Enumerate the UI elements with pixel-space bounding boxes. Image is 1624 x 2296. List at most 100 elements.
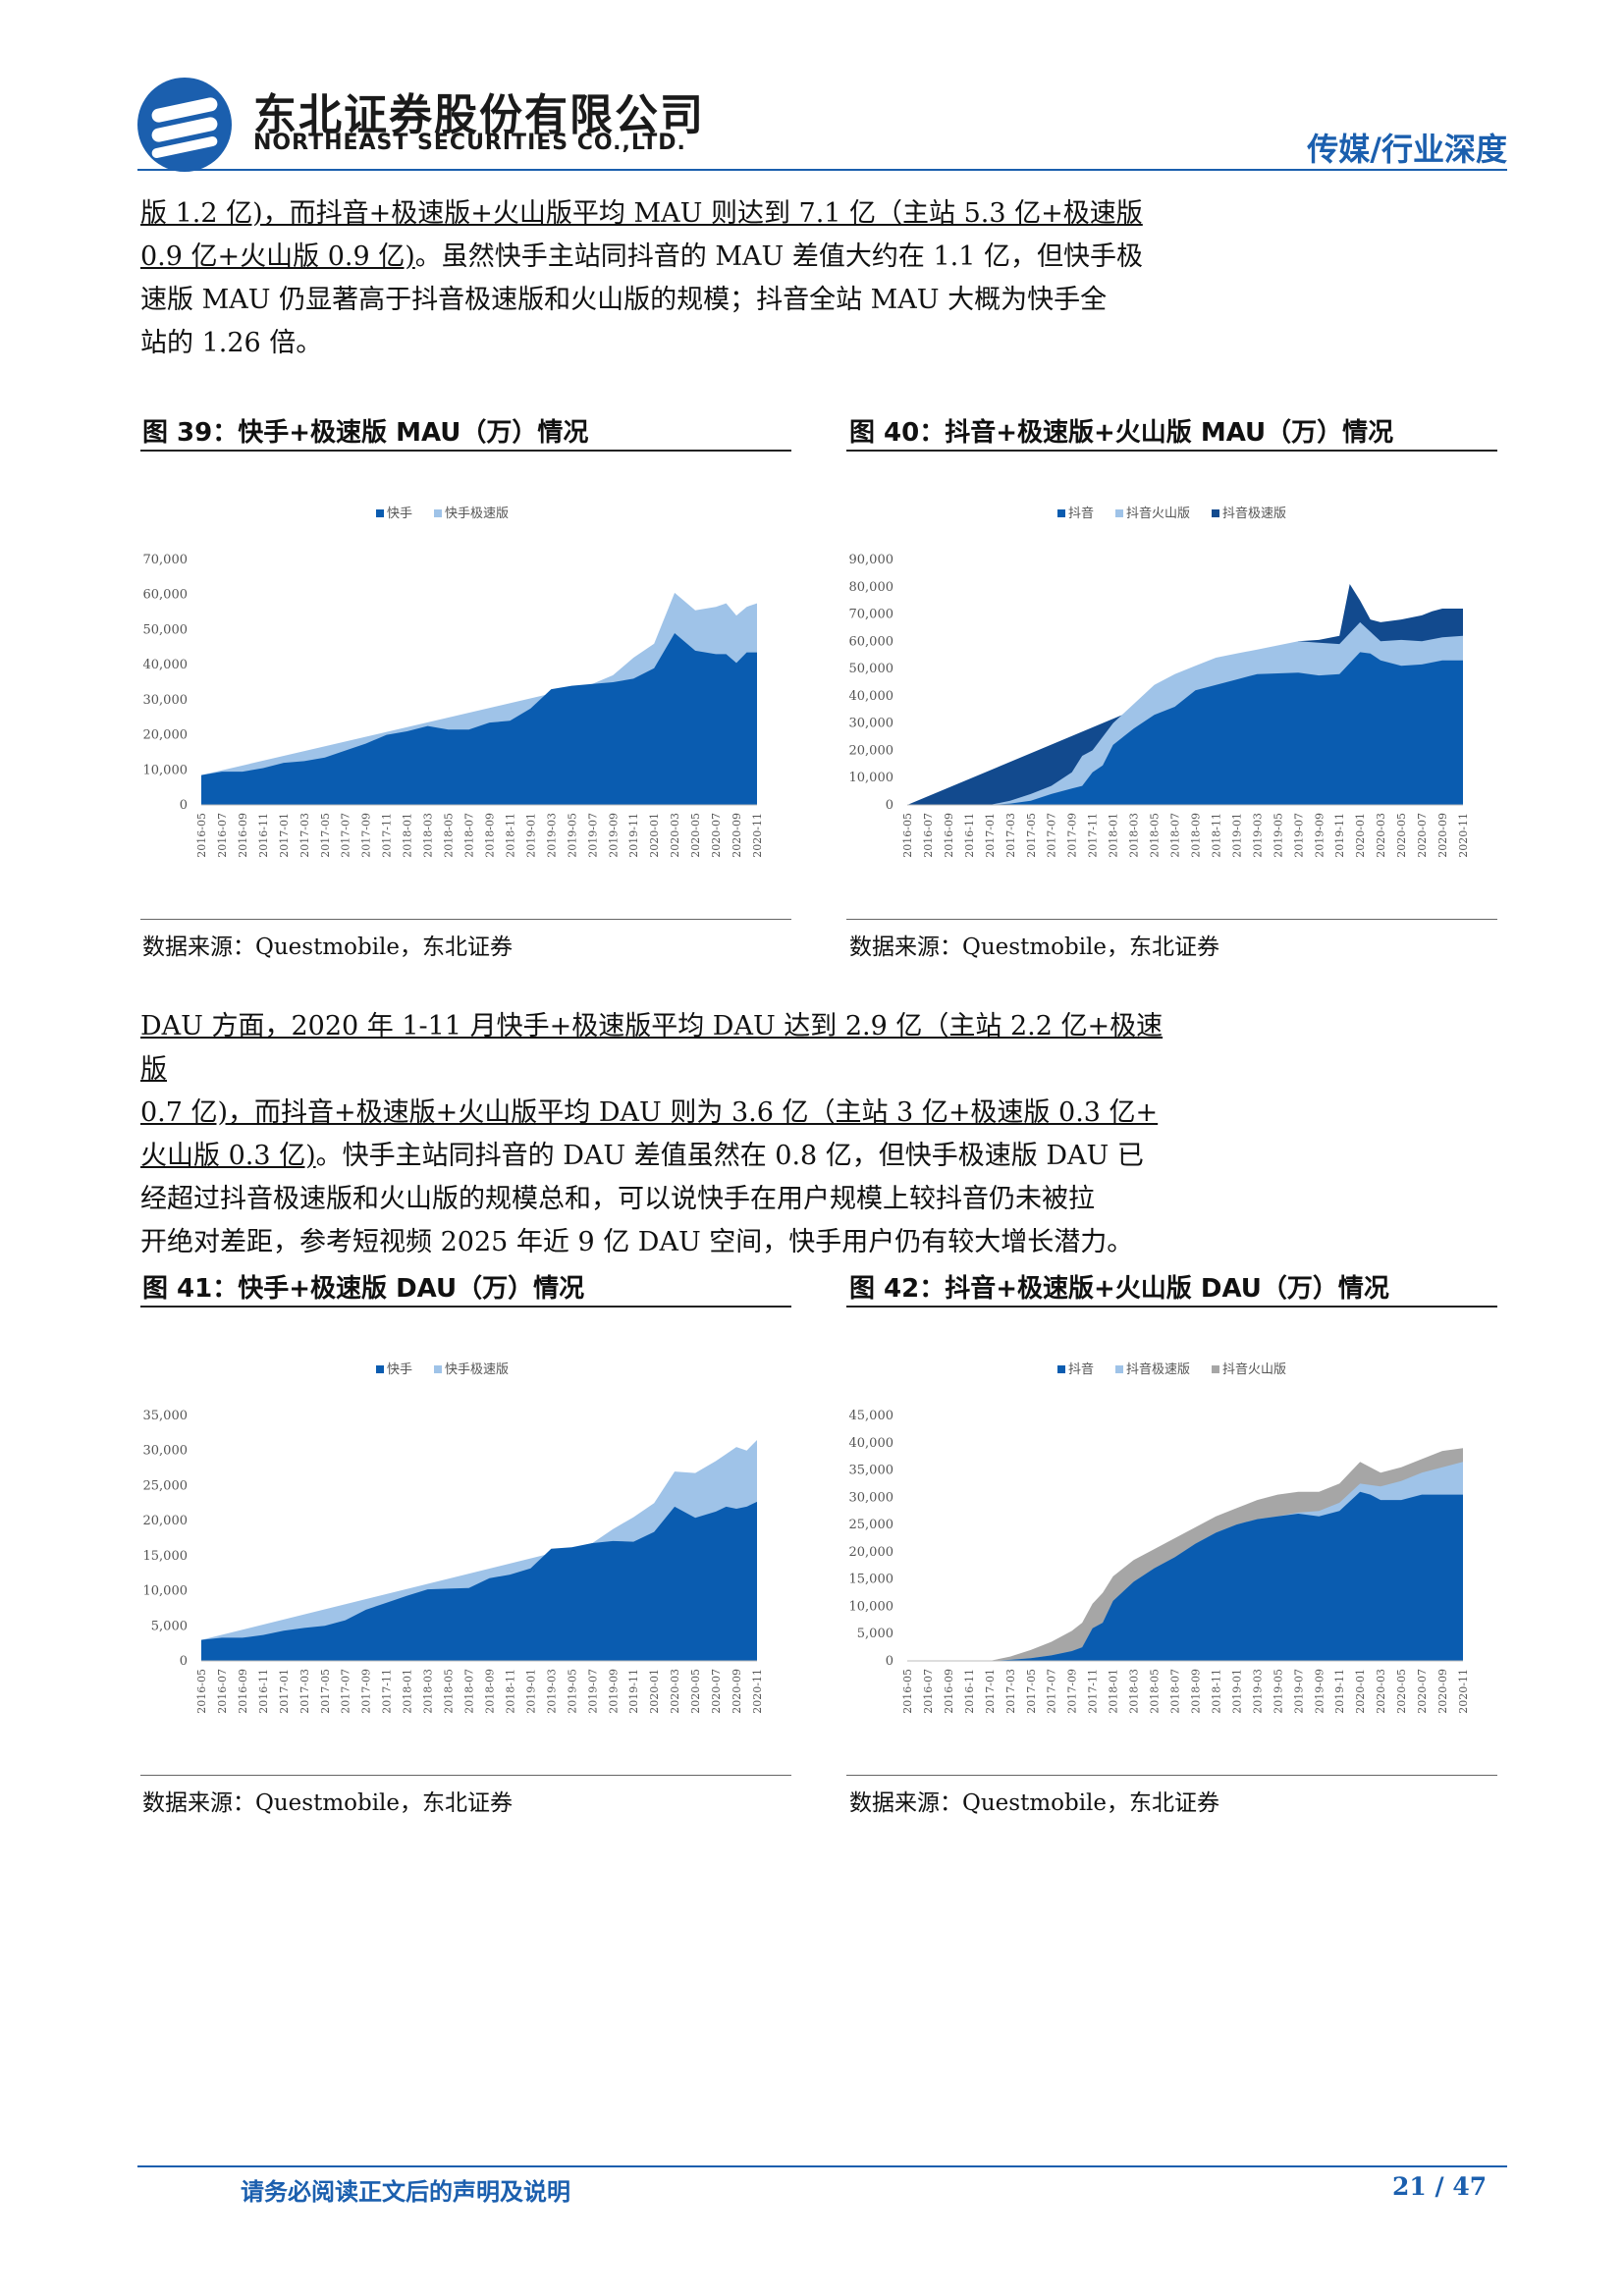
fig40-legend-label-0: 抖音	[1068, 506, 1094, 521]
fig42-y-tick-9: 45,000	[849, 1409, 894, 1423]
fig42-y-tick-7: 35,000	[849, 1464, 894, 1478]
fig42-x-tick-21: 2019-11	[1333, 1669, 1346, 1714]
fig40-y-tick-4: 40,000	[849, 689, 894, 704]
fig42-x-tick-12: 2018-05	[1149, 1669, 1162, 1714]
company-logo-icon	[137, 78, 232, 172]
fig41-x-tick-6: 2017-05	[319, 1669, 332, 1714]
fig41-x-tick-20: 2019-09	[607, 1669, 620, 1714]
fig42-y-tick-6: 30,000	[849, 1490, 894, 1505]
fig41-x-tick-21: 2019-11	[627, 1669, 640, 1714]
fig42-svg: 抖音 抖音极速版 抖音火山版 0 5,000 10,000 15,000 20,000 25,0…	[849, 1362, 1471, 1714]
fig41-x-tick-1: 2016-07	[216, 1669, 229, 1714]
fig39-x-tick-27: 2020-11	[751, 813, 764, 858]
fig41-title: 图 41：快手+极速版 DAU（万）情况	[142, 1274, 585, 1304]
fig40-x-tick-4: 2017-01	[984, 813, 997, 858]
fig42-x-tick-7: 2017-07	[1046, 1669, 1058, 1714]
fig39-x-tick-26: 2020-09	[731, 813, 743, 858]
fig39-x-tick-25: 2020-07	[710, 813, 723, 858]
fig41-x-tick-16: 2019-01	[524, 1669, 537, 1714]
fig42-x-tick-25: 2020-07	[1416, 1669, 1429, 1714]
fig40-y-tick-8: 80,000	[849, 580, 894, 595]
fig40-x-tick-11: 2018-03	[1128, 813, 1141, 858]
fig40-bottom-rule	[846, 919, 1497, 920]
fig41-legend-swatch-1	[434, 1365, 442, 1373]
fig39-y-tick-0: 0	[180, 798, 188, 813]
fig39-x-tick-3: 2016-11	[257, 813, 270, 858]
fig40-x-tick-17: 2019-03	[1251, 813, 1264, 858]
fig40-y-tick-7: 70,000	[849, 608, 894, 622]
fig42-title-rule	[846, 1306, 1497, 1308]
fig39-y-tick-6: 60,000	[143, 588, 189, 603]
fig41-x-tick-5: 2017-03	[298, 1669, 311, 1714]
fig40-legend-swatch-2	[1212, 509, 1219, 517]
fig42-area-0	[907, 1491, 1463, 1661]
fig39-x-tick-10: 2018-01	[402, 813, 414, 858]
fig41-y-tick-6: 30,000	[143, 1444, 189, 1459]
fig39-y-tick-2: 20,000	[143, 728, 189, 743]
para1-line1: 版 1.2 亿)，而抖音+极速版+火山版平均 MAU 则达到 7.1 亿（主站 …	[140, 198, 1143, 229]
fig39-x-tick-13: 2018-07	[463, 813, 476, 858]
para2-line3: 火山版 0.3 亿)	[140, 1141, 316, 1171]
fig41-y-tick-0: 0	[180, 1654, 188, 1669]
fig39-x-tick-14: 2018-09	[483, 813, 496, 858]
fig41-x-tick-27: 2020-11	[751, 1669, 764, 1714]
fig40-x-tick-26: 2020-09	[1436, 813, 1449, 858]
fig39-x-tick-4: 2017-01	[278, 813, 291, 858]
para1-line4: 站的 1.26 倍。	[140, 328, 323, 358]
para2-line3-rest: 。快手主站同抖音的 DAU 差值虽然在 0.8 亿，但快手极速版 DAU 已	[315, 1141, 1144, 1171]
fig39-x-tick-24: 2020-05	[689, 813, 702, 858]
fig40-x-tick-5: 2017-03	[1004, 813, 1017, 858]
fig39-y-tick-5: 50,000	[143, 622, 189, 637]
para2-line5: 开绝对差距，参考短视频 2025 年近 9 亿 DAU 空间，快手用户仍有较大增…	[140, 1227, 1134, 1257]
fig42-x-tick-23: 2020-03	[1375, 1669, 1387, 1714]
fig39-x-tick-18: 2019-05	[566, 813, 578, 858]
fig40-x-tick-27: 2020-11	[1457, 813, 1470, 858]
fig39-x-tick-5: 2017-03	[298, 813, 311, 858]
fig39-y-tick-1: 10,000	[143, 763, 189, 777]
fig39-bottom-rule	[140, 919, 791, 920]
fig40-title-rule	[846, 450, 1497, 452]
fig40-x-tick-3: 2016-11	[963, 813, 976, 858]
fig40-legend-swatch-1	[1115, 509, 1123, 517]
fig41-area-0	[201, 1501, 757, 1661]
fig42-legend-swatch-0	[1057, 1365, 1065, 1373]
fig39-x-tick-17: 2019-03	[545, 813, 558, 858]
fig41-legend-label-0: 快手	[387, 1362, 412, 1377]
fig40-source: 数据来源：Questmobile，东北证券	[849, 934, 1220, 960]
fig41-x-tick-7: 2017-07	[340, 1669, 352, 1714]
fig42-x-tick-27: 2020-11	[1457, 1669, 1470, 1714]
fig41-svg: 快手 快手极速版 0 5,000 10,000 15,000 20,000 25,000 30,…	[143, 1362, 765, 1714]
fig42-y-tick-5: 25,000	[849, 1518, 894, 1532]
fig42-chart: 抖音 抖音极速版 抖音火山版 0 5,000 10,000 15,000 20,000 25,0…	[846, 1347, 1497, 1749]
fig40-x-tick-8: 2017-09	[1066, 813, 1079, 858]
fig41-x-tick-26: 2020-09	[731, 1669, 743, 1714]
fig41-legend-swatch-0	[376, 1365, 384, 1373]
paragraph-dau: DAU 方面，2020 年 1-11 月快手+极速版平均 DAU 达到 2.9 …	[140, 1005, 1181, 1264]
fig40-y-tick-5: 50,000	[849, 662, 894, 676]
fig39-title-rule	[140, 450, 791, 452]
fig39-x-tick-9: 2017-11	[381, 813, 394, 858]
fig42-x-tick-16: 2019-01	[1230, 1669, 1243, 1714]
fig39-y-tick-4: 40,000	[143, 658, 189, 672]
fig41-chart: 快手 快手极速版 0 5,000 10,000 15,000 20,000 25,000 30,…	[140, 1347, 791, 1749]
fig40-x-tick-1: 2016-07	[922, 813, 935, 858]
fig40-title: 图 40：抖音+极速版+火山版 MAU（万）情况	[849, 418, 1394, 448]
fig42-x-tick-26: 2020-09	[1436, 1669, 1449, 1714]
para2-line2: 0.7 亿)，而抖音+极速版+火山版平均 DAU 则为 3.6 亿（主站 3 亿…	[140, 1097, 1159, 1128]
fig42-x-tick-14: 2018-09	[1189, 1669, 1202, 1714]
fig42-x-tick-11: 2018-03	[1128, 1669, 1141, 1714]
fig40-x-tick-15: 2018-11	[1210, 813, 1222, 858]
fig41-x-tick-18: 2019-05	[566, 1669, 578, 1714]
fig42-y-tick-0: 0	[886, 1654, 893, 1669]
fig39-title: 图 39：快手+极速版 MAU（万）情况	[142, 418, 589, 448]
fig39-x-tick-0: 2016-05	[195, 813, 208, 858]
fig42-x-tick-17: 2019-03	[1251, 1669, 1264, 1714]
fig40-x-tick-9: 2017-11	[1087, 813, 1100, 858]
fig39-chart: 快手 快手极速版 0 10,000 20,000 30,000 40,000 50,000 60…	[140, 491, 791, 893]
fig39-x-tick-6: 2017-05	[319, 813, 332, 858]
fig39-x-tick-11: 2018-03	[422, 813, 435, 858]
fig41-x-tick-3: 2016-11	[257, 1669, 270, 1714]
fig40-x-tick-14: 2018-09	[1189, 813, 1202, 858]
fig40-x-tick-18: 2019-05	[1272, 813, 1284, 858]
fig41-x-tick-24: 2020-05	[689, 1669, 702, 1714]
